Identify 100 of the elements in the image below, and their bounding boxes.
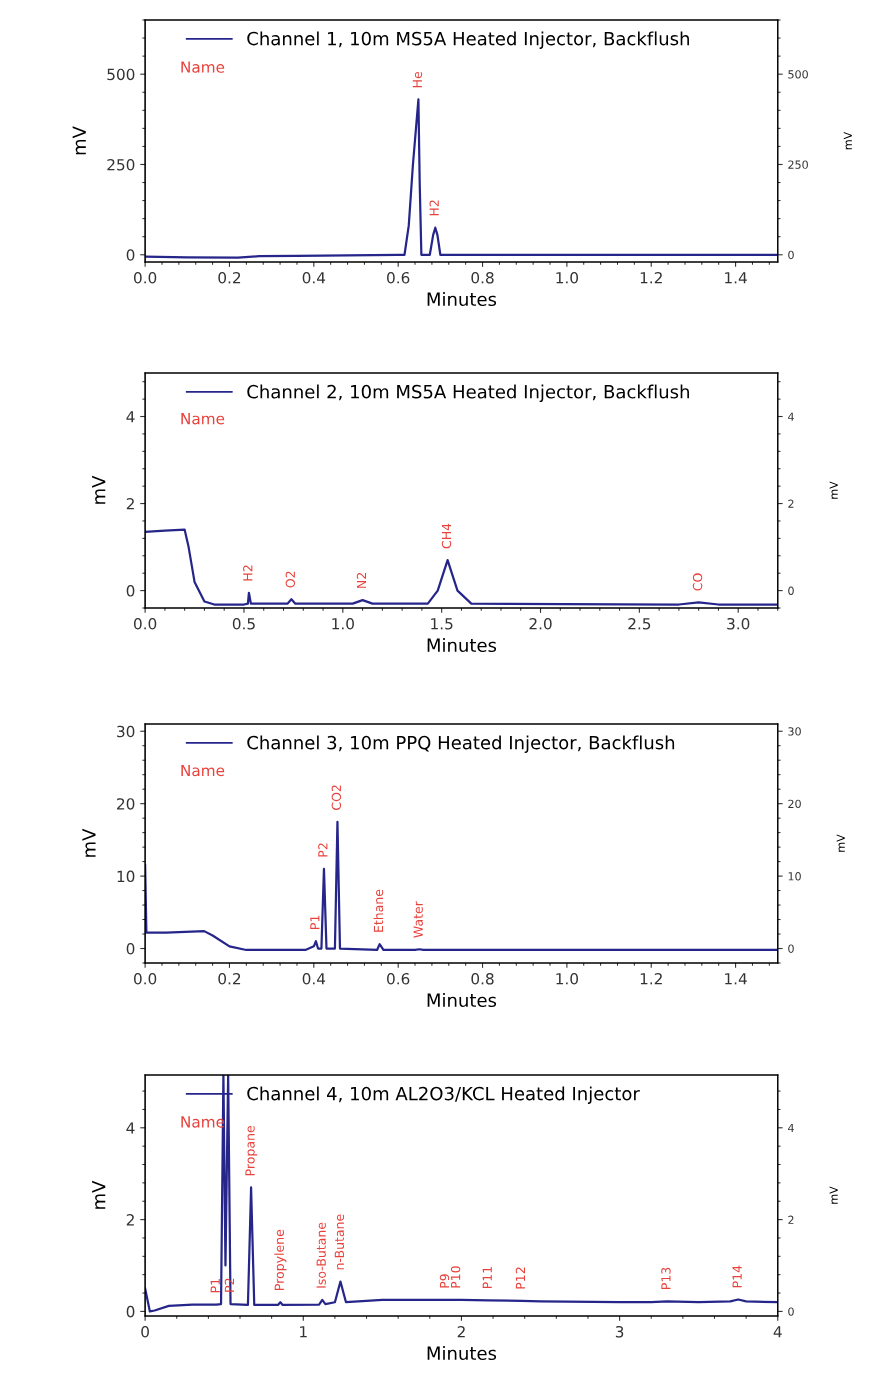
x-tick-label: 2.5 [628,617,651,630]
y-tick-label: 0 [126,585,135,597]
y-tick-label: 30 [117,725,135,738]
x-tick-label: 0.6 [387,271,410,284]
y2-tick-label: 4 [788,1123,794,1133]
annotation: O2 [285,571,296,588]
annotation: Ethane [373,889,384,932]
y-axis-title: mV [92,1180,106,1209]
x-axis-title: Minutes [427,993,497,1008]
y2-tick-label: 0 [788,1307,794,1316]
annotation: Name [181,413,225,425]
y2-tick-label: 4 [788,412,794,421]
x-tick-label: 0.2 [218,271,241,284]
x-tick-label: 1.0 [332,617,354,630]
x-tick-label: 3.0 [727,617,750,630]
x-tick-label: 1.2 [640,271,662,284]
y-tick-label: 500 [107,68,135,81]
x-axis-title: Minutes [427,1346,497,1361]
x-tick-label: 0.2 [218,972,241,985]
annotation: Name [181,764,225,777]
x-tick-label: 0.0 [133,972,157,985]
y2-tick-label: 0 [788,250,794,260]
annotation: P13 [661,1267,671,1289]
y2-axis-title: mV [843,131,852,150]
annotation: Name [181,61,225,73]
line-series [145,820,778,952]
y-tick-label: 4 [126,1122,135,1134]
annotation: H2 [429,200,439,216]
annotation: P12 [515,1267,525,1289]
y2-tick-label: 500 [788,70,808,79]
y-tick-label: 2 [126,498,134,510]
x-tick-label: 0.0 [133,271,157,284]
y2-axis-title: mV [836,834,845,852]
x-tick-label: 1 [300,1326,307,1338]
annotation: CH4 [441,523,452,549]
annotation: P14 [732,1265,742,1288]
x-tick-label: 0.5 [232,617,255,630]
y-tick-label: 0 [126,249,135,261]
x-tick-label: 1.5 [431,618,453,630]
x-tick-label: 3 [615,1325,624,1338]
x-tick-label: 0.0 [133,617,157,630]
x-tick-label: 0.4 [302,972,326,985]
legend-label: Channel 2, 10m MS5A Heated Injector, Backflush [247,384,689,403]
annotation: P11 [482,1266,492,1289]
legend-label: Channel 1, 10m MS5A Heated Injector, Backflush [247,31,689,49]
y-tick-label: 0 [126,1305,135,1318]
legend-label: Channel 3, 10m PPQ Heated Injector, Backflush [247,735,675,753]
y-tick-label: 0 [126,942,135,955]
y2-tick-label: 10 [788,872,801,881]
y-tick-label: 4 [126,411,135,423]
annotation: CO [692,573,703,591]
x-tick-label: 1.4 [725,973,747,985]
x-axis-title: Minutes [427,638,497,653]
annotation: He [412,71,423,88]
x-tick-label: 1.4 [725,272,747,284]
x-tick-label: 1.0 [556,271,579,284]
annotation: P10 [450,1266,461,1288]
y2-tick-label: 30 [788,727,801,736]
annotation: CO2 [331,785,342,810]
x-tick-label: 1.0 [556,972,579,985]
x-tick-label: 0.4 [302,271,326,284]
y-axis-title: mV [82,828,96,857]
y2-axis-title: mV [829,1186,838,1204]
annotation: P1 [310,915,320,929]
legend-label: Channel 4, 10m AL2O3/KCL Heated Injector [247,1086,640,1104]
annotation: Propane [245,1125,258,1176]
annotation: N2 [356,573,367,588]
x-tick-label: 0.8 [471,972,494,985]
x-tick-label: 1.2 [640,972,662,985]
annotation: Water [413,901,423,938]
y2-tick-label: 20 [788,799,801,809]
x-axis-title: Minutes [427,292,497,307]
y-tick-label: 250 [107,158,135,171]
y-tick-label: 2 [126,1214,134,1226]
x-tick-label: 0.6 [387,972,410,985]
annotation: P1 [210,1279,220,1293]
y-axis-title: mV [72,126,86,155]
annotation: Iso-Butane [316,1222,326,1288]
line-series [145,1075,778,1313]
y2-tick-label: 2 [788,1215,794,1224]
y-axis-title: mV [92,475,106,504]
y-tick-label: 20 [117,798,135,810]
y-tick-label: 10 [117,870,135,883]
line-series [145,98,778,259]
x-tick-label: 4 [773,1326,782,1338]
annotation: Propylene [274,1229,287,1290]
annotation: P2 [318,843,328,857]
x-tick-label: 2 [457,1325,465,1338]
y2-tick-label: 250 [788,160,808,169]
annotation: P2 [224,1278,234,1292]
y2-tick-label: 0 [788,944,794,953]
annotation: P9 [439,1274,450,1288]
y2-tick-label: 0 [788,586,794,595]
x-tick-label: 0 [141,1325,149,1338]
x-tick-label: 2.0 [529,617,552,630]
x-tick-label: 0.8 [471,271,494,284]
y2-tick-label: 2 [788,499,794,508]
annotation: n-Butane [334,1214,345,1270]
annotation: H2 [243,565,253,581]
y2-axis-title: mV [829,481,838,499]
